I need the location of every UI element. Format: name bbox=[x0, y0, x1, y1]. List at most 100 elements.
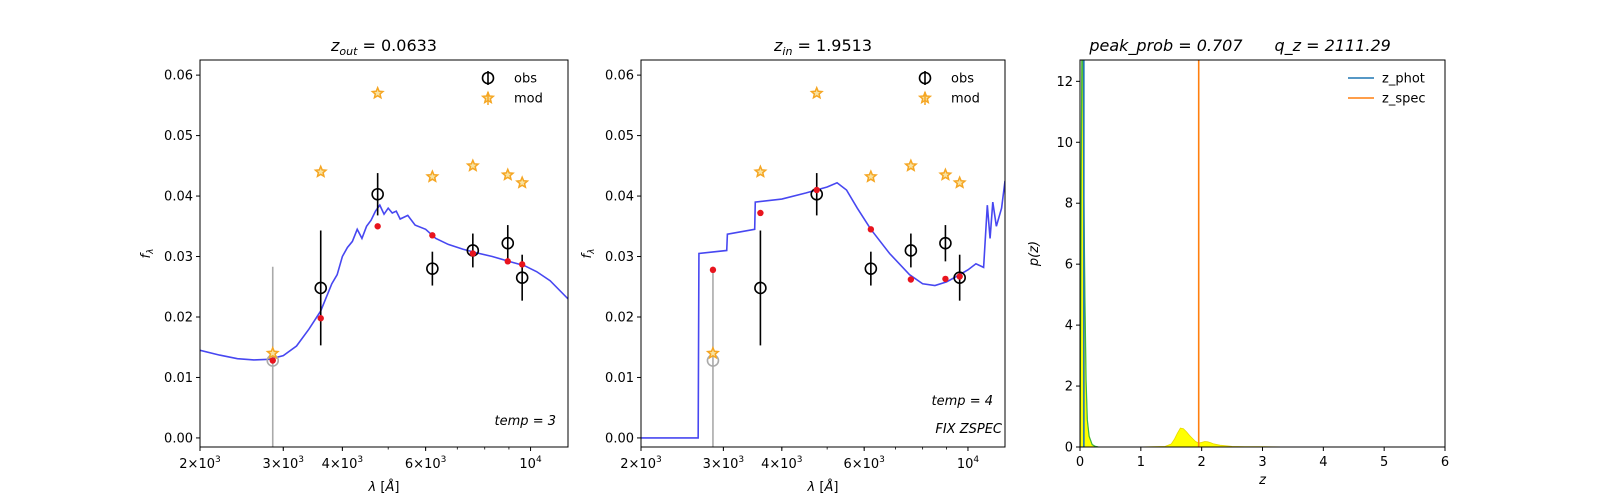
template-annotation: temp = 4 bbox=[932, 394, 993, 409]
x-tick-label: 4×103 bbox=[322, 455, 363, 472]
tick-base: 10 bbox=[282, 457, 299, 472]
y-tick-label: 2 bbox=[1065, 380, 1073, 395]
y-tick-label: 12 bbox=[1056, 75, 1073, 90]
mod-star-point bbox=[370, 85, 385, 100]
template-flux-dot bbox=[757, 209, 764, 217]
title-symbol: z bbox=[773, 36, 783, 55]
tick-mantissa: 4× bbox=[322, 457, 341, 472]
tick-mantissa: 6× bbox=[405, 457, 424, 472]
x-tick-label: 6 bbox=[1441, 455, 1449, 470]
y-tick-label: 0.03 bbox=[605, 250, 634, 265]
legend-z-phot-label: z_phot bbox=[1382, 72, 1425, 87]
tick-mantissa: 3× bbox=[703, 457, 722, 472]
obs-point bbox=[314, 281, 328, 295]
y-tick-label: 0.05 bbox=[164, 129, 193, 144]
tick-base: 10 bbox=[722, 457, 739, 472]
y-tick-label: 0.03 bbox=[164, 250, 193, 265]
y-tick-label: 6 bbox=[1065, 258, 1073, 273]
title-value: = 0.0633 bbox=[357, 36, 437, 55]
obs-point bbox=[864, 262, 878, 275]
x-tick-label: 6×103 bbox=[405, 455, 446, 472]
x-axis-symbol: λ bbox=[807, 480, 816, 495]
tick-base: 10 bbox=[780, 457, 797, 472]
title-subscript: out bbox=[339, 45, 358, 58]
obs-point bbox=[904, 244, 918, 257]
tick-exponent: 3 bbox=[656, 455, 662, 465]
y-axis-label: fλ bbox=[580, 249, 597, 259]
x-tick-label: 3×103 bbox=[703, 455, 744, 472]
pz-area bbox=[1080, 60, 1385, 447]
tick-exponent: 4 bbox=[973, 455, 979, 465]
legend-obs-label: obs bbox=[951, 72, 974, 87]
y-tick-label: 4 bbox=[1065, 319, 1073, 334]
x-tick-label: 4 bbox=[1319, 455, 1327, 470]
template-flux-dot bbox=[907, 276, 915, 283]
mod-star-point bbox=[938, 167, 953, 181]
legend-mod-label: mod bbox=[951, 92, 980, 107]
mod-star-point bbox=[863, 169, 878, 183]
x-tick-label: 2×103 bbox=[179, 455, 220, 472]
obs-point bbox=[754, 281, 767, 295]
x-tick-label: 4×103 bbox=[761, 455, 802, 472]
axes-frame bbox=[1079, 59, 1446, 448]
x-tick-label: 104 bbox=[957, 455, 980, 472]
mod-star-point bbox=[265, 345, 280, 360]
x-tick-label: 2 bbox=[1198, 455, 1206, 470]
mod-star-point bbox=[705, 345, 721, 360]
y-axis-label: fλ bbox=[139, 249, 156, 259]
title-subscript: in bbox=[782, 45, 792, 58]
legend-z-spec-label: z_spec bbox=[1382, 92, 1426, 107]
mod-star-point bbox=[753, 164, 768, 178]
x-axis-unit: Å bbox=[823, 479, 833, 495]
x-tick-label: 6×103 bbox=[843, 455, 884, 472]
x-tick-label: 3 bbox=[1258, 455, 1266, 470]
title-symbol: z bbox=[330, 36, 340, 55]
mod-star-point bbox=[515, 175, 530, 189]
obs-point bbox=[953, 271, 966, 284]
x-axis-label: λ [Å] bbox=[807, 479, 839, 495]
tick-exponent: 3 bbox=[738, 455, 744, 465]
y-tick-label: 0.02 bbox=[605, 310, 634, 325]
tick-mantissa: 4× bbox=[761, 457, 780, 472]
mod-star-point bbox=[952, 175, 967, 189]
template-spectrum-line bbox=[641, 180, 1005, 439]
mod-star-point bbox=[465, 158, 480, 172]
x-axis-label: z bbox=[1258, 473, 1267, 488]
tick-base: 10 bbox=[341, 457, 358, 472]
tick-exponent: 4 bbox=[536, 455, 542, 465]
title-value: = 1.9513 bbox=[792, 36, 872, 55]
y-axis-subscript: λ bbox=[587, 249, 597, 255]
template-flux-dot bbox=[269, 357, 276, 364]
tick-base: 10 bbox=[639, 457, 656, 472]
tick-mantissa: 3× bbox=[263, 457, 282, 472]
tick-exponent: 3 bbox=[357, 455, 363, 465]
panel-title: zin = 1.9513 bbox=[773, 36, 872, 58]
x-axis-label: λ [Å] bbox=[368, 479, 400, 495]
y-tick-label: 0.01 bbox=[164, 371, 193, 386]
legend-mod-label: mod bbox=[514, 92, 543, 107]
x-axis-bracket: [ bbox=[376, 480, 385, 495]
y-axis-symbol: f bbox=[139, 251, 154, 258]
template-flux-dot bbox=[504, 258, 511, 265]
tick-exponent: 3 bbox=[797, 455, 803, 465]
template-flux-dot bbox=[813, 186, 820, 194]
sed-panel-1: 0.000.010.020.030.040.050.062×103 3×103 4×… bbox=[139, 36, 569, 495]
tick-base: 10 bbox=[863, 457, 880, 472]
x-axis-symbol: λ bbox=[368, 480, 377, 495]
x-axis-bracket: ] bbox=[394, 480, 399, 495]
x-axis-bracket: [ bbox=[815, 480, 824, 495]
tick-base: 10 bbox=[519, 457, 536, 472]
tick-exponent: 3 bbox=[441, 455, 447, 465]
obs-point bbox=[371, 187, 384, 201]
tick-mantissa: 2× bbox=[179, 457, 198, 472]
y-tick-label: 0.02 bbox=[164, 310, 193, 325]
template-flux-dot bbox=[429, 232, 436, 239]
template-flux-dot bbox=[709, 266, 717, 274]
plot-area bbox=[1080, 60, 1385, 447]
template-spectrum-line bbox=[200, 203, 568, 361]
tick-exponent: 3 bbox=[879, 455, 885, 465]
x-tick-label: 3×103 bbox=[263, 455, 304, 472]
x-tick-label: 104 bbox=[519, 455, 542, 472]
